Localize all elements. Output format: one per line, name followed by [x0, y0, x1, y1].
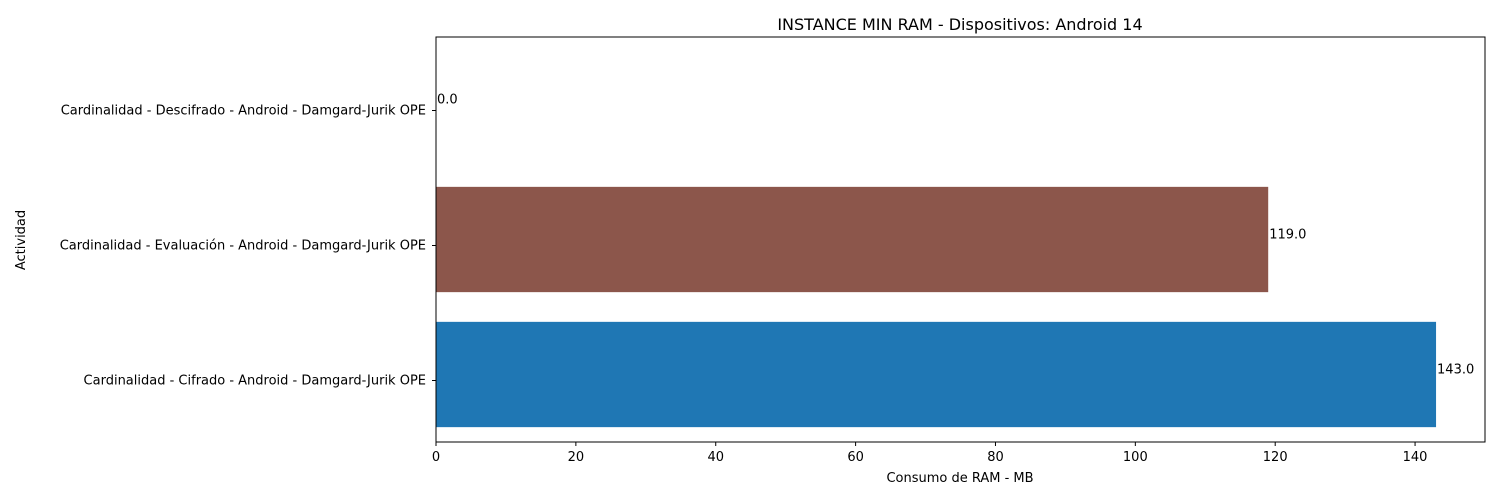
x-tick-label: 0	[432, 450, 440, 465]
y-tick-label: Cardinalidad - Descifrado - Android - Da…	[61, 104, 426, 119]
x-tick-label: 100	[1123, 450, 1148, 465]
x-axis-title: Consumo de RAM - MB	[886, 471, 1033, 486]
x-tick-label: 140	[1403, 450, 1428, 465]
x-tick-label: 60	[847, 450, 864, 465]
x-tick-label: 20	[568, 450, 585, 465]
y-axis-title: Actividad	[14, 210, 29, 270]
x-tick-label: 40	[707, 450, 724, 465]
bar	[436, 321, 1437, 428]
x-tick-label: 120	[1263, 450, 1288, 465]
y-tick-label: Cardinalidad - Cifrado - Android - Damga…	[84, 374, 426, 389]
plot-frame	[435, 36, 1486, 443]
bar-value-label: 119.0	[1269, 228, 1306, 243]
bar	[436, 186, 1269, 293]
bars-group: 143.0 119.0 0.0	[436, 93, 1474, 428]
y-tick-label: Cardinalidad - Evaluación - Android - Da…	[60, 239, 426, 254]
chart-title: INSTANCE MIN RAM - Dispositivos: Android…	[777, 15, 1142, 34]
bar-value-label: 0.0	[437, 93, 458, 108]
bar-value-label: 143.0	[1437, 363, 1474, 378]
x-axis-ticks: 0 20 40 60 80 100 120 140	[432, 442, 1428, 465]
x-tick-label: 80	[987, 450, 1004, 465]
y-axis-ticks: Cardinalidad - Cifrado - Android - Damga…	[60, 104, 436, 389]
